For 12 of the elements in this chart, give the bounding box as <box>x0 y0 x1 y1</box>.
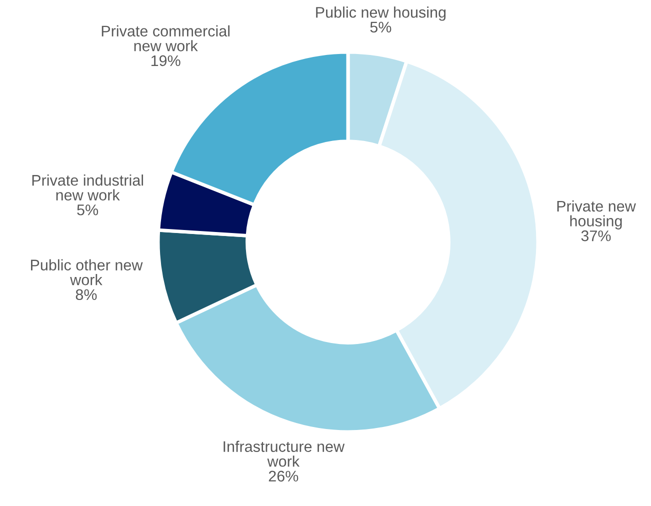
data-label: 5% <box>370 22 392 33</box>
data-label: 8% <box>76 289 97 300</box>
slice-label: Private new housing <box>557 200 636 230</box>
data-label: 19% <box>151 55 180 66</box>
slice-label: Private industrial new work <box>32 174 144 201</box>
data-label: 5% <box>77 204 98 216</box>
data-label: 37% <box>581 230 611 242</box>
slice-label: Public new housing <box>316 6 446 21</box>
slice-label: Infrastructure new work <box>224 440 345 467</box>
slice-label: Public other new work <box>31 259 143 286</box>
data-label: 26% <box>268 470 298 482</box>
slice-label: Private commercial new work <box>102 25 230 52</box>
